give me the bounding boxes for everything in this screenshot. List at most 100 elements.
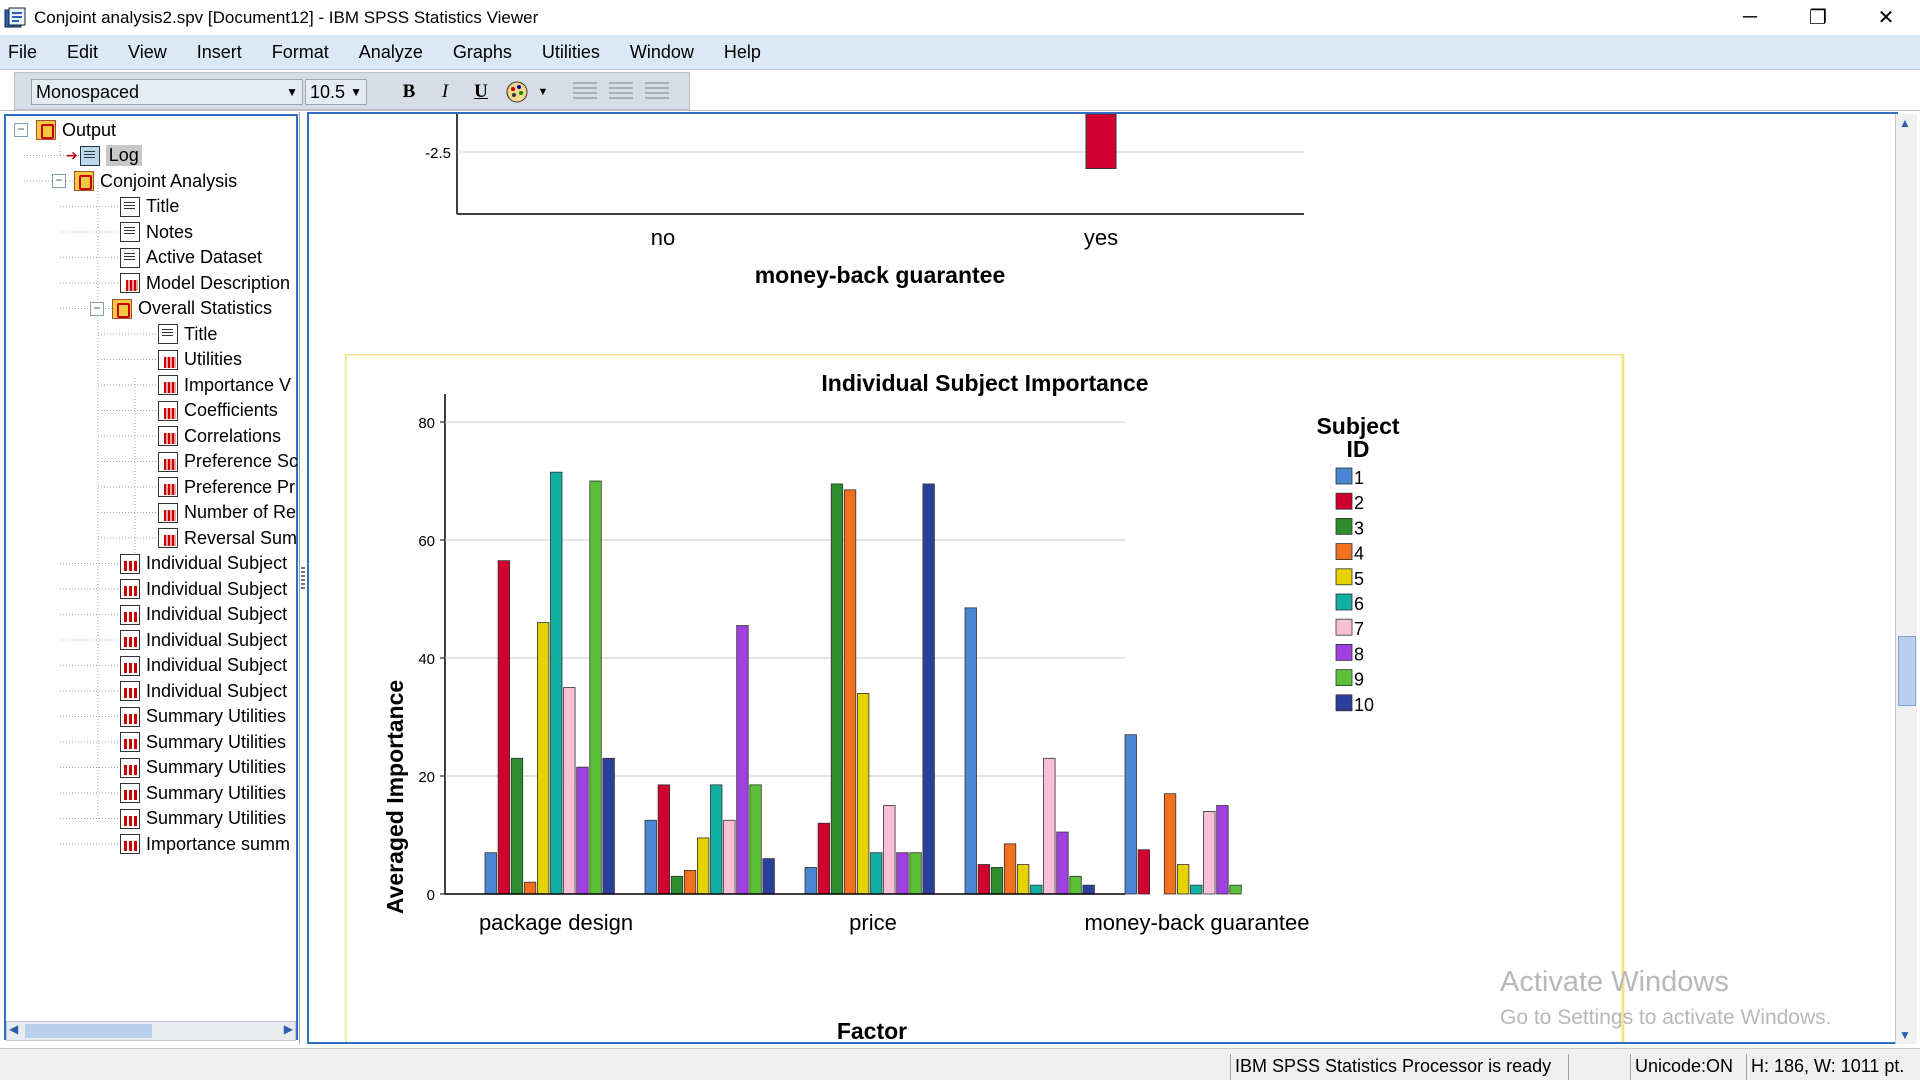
restore-button[interactable]: ❐ <box>1809 7 1827 29</box>
font-family-select[interactable]: Monospaced ▼ <box>31 79 303 105</box>
underline-button[interactable]: U <box>474 81 488 102</box>
menu-file[interactable]: File <box>8 41 38 62</box>
tree-item-active-dataset[interactable]: Active Dataset <box>120 246 262 270</box>
bar-group4-subject-8[interactable] <box>1056 831 1069 895</box>
bar-group2-subject-5[interactable] <box>696 837 710 895</box>
tree-item-log[interactable]: ➔ Log <box>66 144 142 168</box>
bar-group1-subject-9[interactable] <box>589 480 602 895</box>
tree-item-correlations[interactable]: Correlations <box>158 424 281 448</box>
bar-group5-subject-1[interactable] <box>1124 734 1137 895</box>
bar-group1-subject-6[interactable] <box>550 471 563 895</box>
align-left-icon[interactable] <box>573 82 597 102</box>
bar-group3-subject-7[interactable] <box>883 805 896 895</box>
bar-group1-subject-5[interactable] <box>536 622 550 895</box>
tree-item-conjoint-analysis[interactable]: − Conjoint Analysis <box>52 169 237 193</box>
bold-button[interactable]: B <box>402 81 416 102</box>
tree-item-individual-subject[interactable]: Individual Subject <box>120 552 287 576</box>
bar-group4-subject-10[interactable] <box>1082 884 1095 895</box>
bar-group2-subject-9[interactable] <box>749 784 762 895</box>
tree-item-number-of-re[interactable]: Number of Re <box>158 501 296 525</box>
bar-group4-subject-4[interactable] <box>1003 843 1017 895</box>
text-color-button[interactable] <box>503 79 531 105</box>
bar-group1-subject-7[interactable] <box>563 687 576 895</box>
bar-group3-subject-1[interactable] <box>804 867 817 895</box>
bar-group4-subject-5[interactable] <box>1017 864 1030 895</box>
bar-group1-subject-2[interactable] <box>497 560 511 895</box>
bar[interactable] <box>1085 114 1117 169</box>
tree-item-overall-statistics[interactable]: − Overall Statistics <box>90 297 272 321</box>
close-button[interactable]: ✕ <box>1877 7 1895 29</box>
menu-analyze[interactable]: Analyze <box>358 41 423 62</box>
menu-utilities[interactable]: Utilities <box>541 41 600 62</box>
content-vertical-scrollbar[interactable]: ▲ ▼ <box>1895 114 1917 1044</box>
tree-item-summary-utilities[interactable]: Summary Utilities <box>120 730 286 754</box>
scroll-down-icon[interactable]: ▼ <box>1899 1028 1911 1042</box>
tree-item-preference-pr[interactable]: Preference Pr <box>158 475 295 499</box>
font-size-select[interactable]: 10.5 ▼ <box>305 79 367 105</box>
bar-group2-subject-6[interactable] <box>710 784 723 895</box>
menu-edit[interactable]: Edit <box>67 41 99 62</box>
bar-group2-subject-10[interactable] <box>762 858 775 895</box>
bar-group3-subject-10[interactable] <box>922 483 935 895</box>
tree-item-individual-subject[interactable]: Individual Subject <box>120 628 287 652</box>
scroll-left-icon[interactable]: ◀ <box>9 1022 19 1036</box>
menu-graphs[interactable]: Graphs <box>452 41 512 62</box>
bar-group1-subject-1[interactable] <box>484 852 497 895</box>
bar-group3-subject-5[interactable] <box>857 692 870 895</box>
scrollbar-thumb[interactable] <box>1898 636 1916 706</box>
money-back-guarantee-utility-chart[interactable]: money-back guarantee -2.5 no yes <box>309 114 1309 314</box>
tree-item-summary-utilities[interactable]: Summary Utilities <box>120 756 286 780</box>
menu-insert[interactable]: Insert <box>196 41 242 62</box>
tree-item-utilities[interactable]: Utilities <box>158 348 242 372</box>
tree-item-preference-sc[interactable]: Preference Sc <box>158 450 298 474</box>
bar-group2-subject-4[interactable] <box>683 870 697 895</box>
align-center-icon[interactable] <box>609 82 633 102</box>
bar-group1-subject-10[interactable] <box>602 757 615 895</box>
bar-group4-subject-6[interactable] <box>1030 884 1043 895</box>
bar-group5-subject-2[interactable] <box>1137 849 1150 895</box>
bar-group2-subject-3[interactable] <box>670 875 684 895</box>
bar-group4-subject-1[interactable] <box>964 607 977 895</box>
individual-subject-importance-chart[interactable]: Individual Subject Importance Averaged I… <box>345 354 1625 1044</box>
scrollbar-thumb[interactable] <box>25 1024 152 1038</box>
menu-help[interactable]: Help <box>723 41 761 62</box>
menu-window[interactable]: Window <box>629 41 694 62</box>
collapse-icon[interactable]: − <box>52 174 66 188</box>
tree-item-title[interactable]: Title <box>158 322 217 346</box>
menu-format[interactable]: Format <box>271 41 329 62</box>
tree-item-summary-utilities[interactable]: Summary Utilities <box>120 781 286 805</box>
collapse-icon[interactable]: − <box>90 301 104 316</box>
bar-group2-subject-1[interactable] <box>644 819 657 895</box>
bar-group5-subject-7[interactable] <box>1203 810 1216 895</box>
tree-item-reversal-sum[interactable]: Reversal Sum <box>158 526 297 550</box>
bar-group2-subject-8[interactable] <box>736 625 749 895</box>
bar-group3-subject-9[interactable] <box>909 852 922 895</box>
tree-item-importance-v[interactable]: Importance V <box>158 373 291 397</box>
tree-item-model-description[interactable]: Model Description <box>120 271 290 295</box>
tree-item-individual-subject[interactable]: Individual Subject <box>120 577 287 601</box>
chevron-down-icon[interactable]: ▼ <box>537 86 549 98</box>
tree-item-title[interactable]: Title <box>120 195 179 219</box>
bar-group3-subject-8[interactable] <box>896 852 909 895</box>
bar-group5-subject-9[interactable] <box>1229 884 1242 895</box>
tree-item-summary-utilities[interactable]: Summary Utilities <box>120 705 286 729</box>
bar-group4-subject-3[interactable] <box>990 867 1004 895</box>
bar-group4-subject-2[interactable] <box>977 864 990 895</box>
tree-item-individual-subject[interactable]: Individual Subject <box>120 679 287 703</box>
bar-group4-subject-7[interactable] <box>1043 757 1056 895</box>
bar-group5-subject-4[interactable] <box>1163 793 1177 895</box>
scroll-up-icon[interactable]: ▲ <box>1899 116 1911 130</box>
bar-group4-subject-9[interactable] <box>1069 875 1082 895</box>
bar-group1-subject-3[interactable] <box>510 757 524 895</box>
bar-group3-subject-3[interactable] <box>830 483 844 895</box>
scroll-right-icon[interactable]: ▶ <box>283 1022 293 1036</box>
tree-item-importance-summ[interactable]: Importance summ <box>120 832 290 856</box>
tree-item-individual-subject[interactable]: Individual Subject <box>120 603 287 627</box>
outline-horizontal-scrollbar[interactable]: ◀ ▶ <box>6 1021 296 1041</box>
bar-group5-subject-8[interactable] <box>1216 805 1229 895</box>
tree-item-notes[interactable]: Notes <box>120 220 193 244</box>
bar-group3-subject-2[interactable] <box>817 822 831 895</box>
bar-group2-subject-2[interactable] <box>657 784 671 895</box>
pane-splitter[interactable] <box>301 567 305 591</box>
bar-group1-subject-8[interactable] <box>576 766 589 895</box>
